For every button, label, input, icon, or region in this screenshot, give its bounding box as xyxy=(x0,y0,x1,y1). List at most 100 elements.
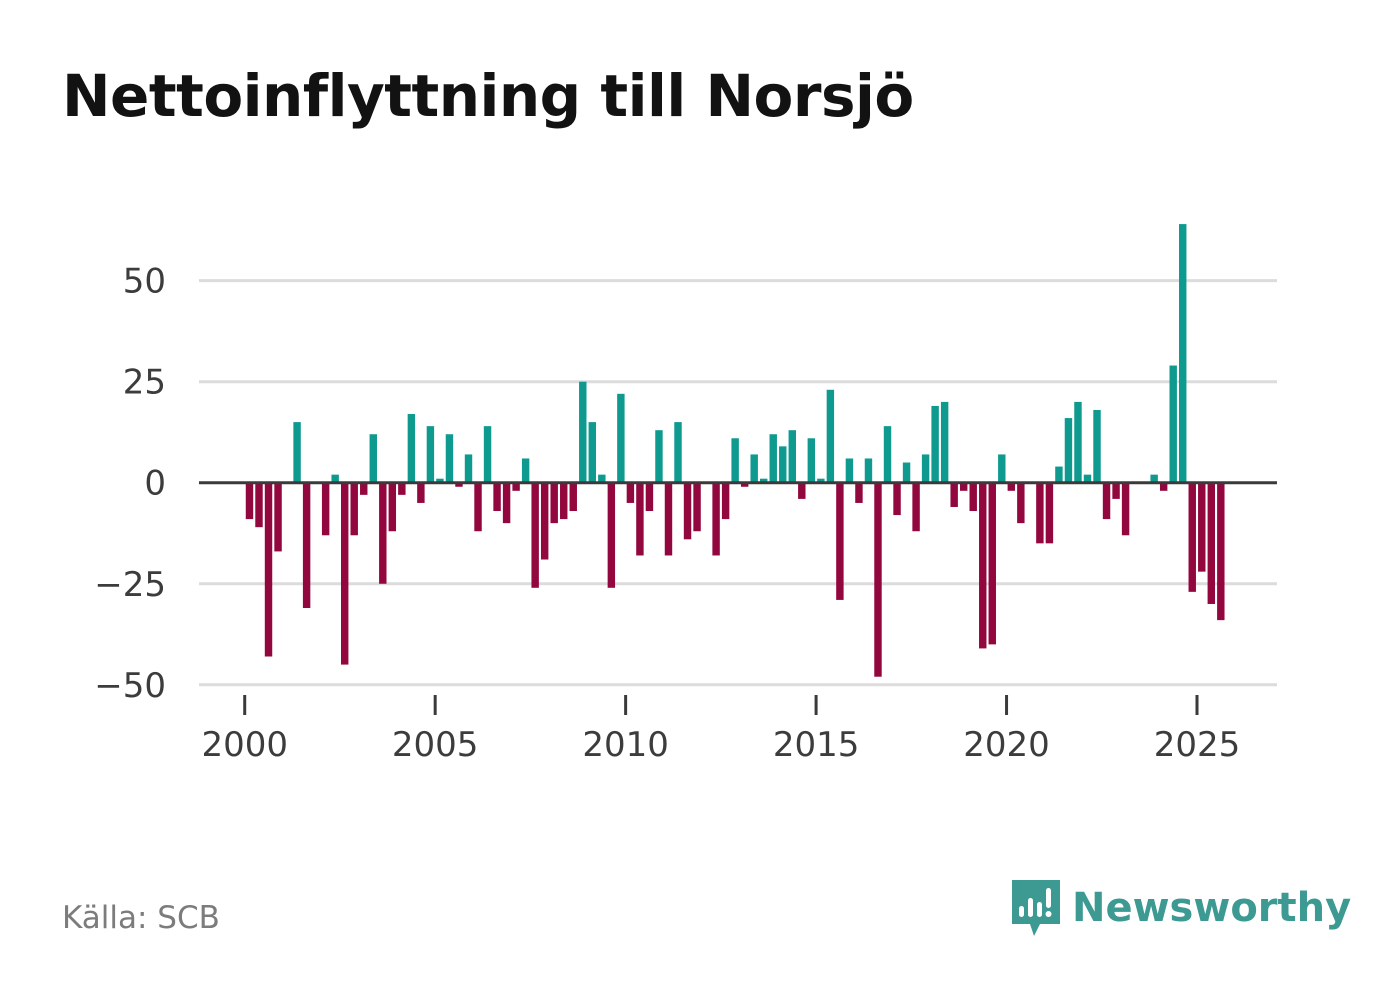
x-tick-label: 2020 xyxy=(963,725,1050,765)
source-label: Källa: SCB xyxy=(62,900,220,936)
axes: 50 25 0 −25 −50 2000 2005 2010 2015 2020 2025 xyxy=(94,262,1277,765)
bar-chart: 50 25 0 −25 −50 2000 2005 2010 2015 2020 2025 xyxy=(94,224,1277,765)
bar xyxy=(664,482,673,556)
bar xyxy=(788,430,796,483)
bar xyxy=(1159,482,1168,491)
bar xyxy=(855,482,863,503)
bar xyxy=(1055,466,1063,483)
bar xyxy=(569,482,577,512)
bar xyxy=(760,478,768,483)
bar xyxy=(340,482,349,665)
bar xyxy=(483,426,492,483)
x-tick-label: 2000 xyxy=(201,725,288,765)
bar xyxy=(1169,365,1177,483)
bar xyxy=(1198,482,1206,572)
bar xyxy=(1045,482,1054,544)
bar xyxy=(398,482,406,495)
bar xyxy=(683,482,692,540)
bar xyxy=(540,482,549,560)
bar xyxy=(779,446,787,483)
bar xyxy=(293,422,301,483)
bar xyxy=(959,482,968,491)
bar xyxy=(902,462,911,483)
bar xyxy=(693,482,701,532)
bar xyxy=(845,458,854,483)
bar xyxy=(807,438,816,483)
bar xyxy=(417,482,425,503)
bar xyxy=(817,478,825,483)
bar xyxy=(1017,482,1025,524)
bar xyxy=(579,381,587,483)
bar xyxy=(455,482,463,487)
bar xyxy=(388,482,397,532)
bar xyxy=(921,454,930,483)
bar xyxy=(721,482,730,520)
bar xyxy=(550,482,558,524)
bar xyxy=(1121,482,1130,536)
chart-title: Nettoinflyttning till Norsjö xyxy=(62,62,914,130)
bar xyxy=(617,393,625,483)
grid-lines xyxy=(199,279,1277,687)
bar xyxy=(245,482,254,520)
bar xyxy=(626,482,635,503)
bar xyxy=(350,482,358,536)
bar xyxy=(1150,474,1158,483)
bar xyxy=(1188,482,1196,592)
bar xyxy=(521,458,530,483)
bar xyxy=(931,405,939,483)
bar xyxy=(607,482,616,588)
bar xyxy=(1179,224,1187,483)
bar xyxy=(255,482,263,528)
bar xyxy=(407,414,416,483)
y-tick-label: 50 xyxy=(123,262,166,302)
bar xyxy=(836,482,844,600)
bar xyxy=(1083,474,1092,483)
bar xyxy=(740,482,749,487)
bar xyxy=(1207,482,1216,604)
bar xyxy=(998,454,1006,483)
bar xyxy=(712,482,720,556)
bar xyxy=(940,401,949,483)
bar xyxy=(588,422,597,483)
bar xyxy=(750,454,758,483)
bar xyxy=(531,482,539,588)
bar xyxy=(302,482,311,609)
bar xyxy=(379,482,387,584)
newsworthy-logo-icon xyxy=(1012,880,1060,936)
bar xyxy=(645,482,654,512)
bar xyxy=(360,482,368,495)
x-tick-label: 2010 xyxy=(582,725,669,765)
x-tick-label: 2015 xyxy=(773,725,860,765)
bar xyxy=(464,454,473,483)
bar xyxy=(1217,482,1225,621)
x-tick-label: 2025 xyxy=(1154,725,1241,765)
bar xyxy=(274,482,282,552)
bar xyxy=(1036,482,1044,544)
bar xyxy=(474,482,482,532)
bar xyxy=(493,482,501,512)
bar xyxy=(969,482,977,512)
bar xyxy=(502,482,511,524)
y-tick-label: 25 xyxy=(123,363,166,403)
bar xyxy=(636,482,644,556)
x-tick-label: 2005 xyxy=(392,725,479,765)
y-tick-label: −50 xyxy=(94,666,166,706)
bar xyxy=(369,434,377,483)
bar xyxy=(883,426,892,483)
bar xyxy=(655,430,663,483)
bar xyxy=(864,458,873,483)
bar xyxy=(436,478,444,483)
bar xyxy=(826,389,835,483)
bars xyxy=(245,224,1225,677)
bar xyxy=(426,426,435,483)
y-tick-label: 0 xyxy=(144,464,166,504)
bar xyxy=(893,482,901,516)
bar xyxy=(321,482,330,536)
bar xyxy=(560,482,568,520)
bar xyxy=(874,482,882,677)
bar xyxy=(445,434,454,483)
bar xyxy=(988,482,996,645)
bar xyxy=(674,422,682,483)
bar xyxy=(331,474,339,483)
bar xyxy=(1093,409,1101,483)
